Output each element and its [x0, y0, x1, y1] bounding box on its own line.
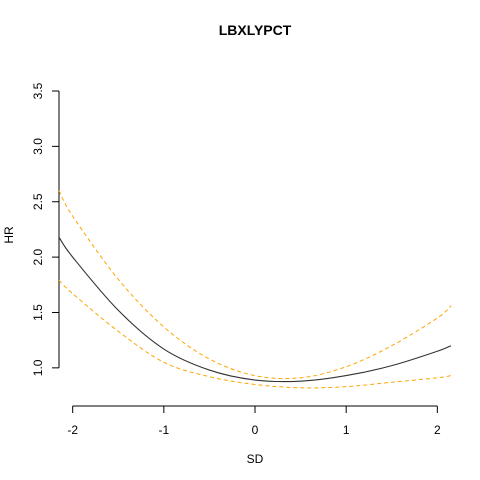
y-tick-label: 3.0 — [31, 138, 45, 155]
y-axis-label: HR — [2, 226, 16, 244]
y-tick-label: 2.5 — [31, 193, 45, 210]
x-tick-label: -1 — [159, 423, 170, 437]
y-tick-label: 1.5 — [31, 304, 45, 321]
x-axis-label: SD — [247, 452, 264, 466]
x-tick-label: 2 — [434, 423, 441, 437]
y-tick-label: 1.0 — [31, 359, 45, 376]
series-layer — [58, 190, 452, 389]
y-tick-label: 2.0 — [31, 248, 45, 265]
x-tick-label: -2 — [67, 423, 78, 437]
x-axis: -2 -1 0 1 2 — [67, 405, 441, 437]
y-axis: 1.0 1.5 2.0 2.5 3.0 3.5 — [31, 82, 60, 376]
chart-title: LBXLYPCT — [219, 22, 292, 38]
series-line-lower-ci — [58, 280, 452, 389]
x-tick-label: 0 — [252, 423, 259, 437]
x-tick-label: 1 — [343, 423, 350, 437]
series-line-estimate — [58, 236, 452, 383]
series-line-upper-ci — [58, 190, 452, 380]
y-tick-label: 3.5 — [31, 82, 45, 99]
